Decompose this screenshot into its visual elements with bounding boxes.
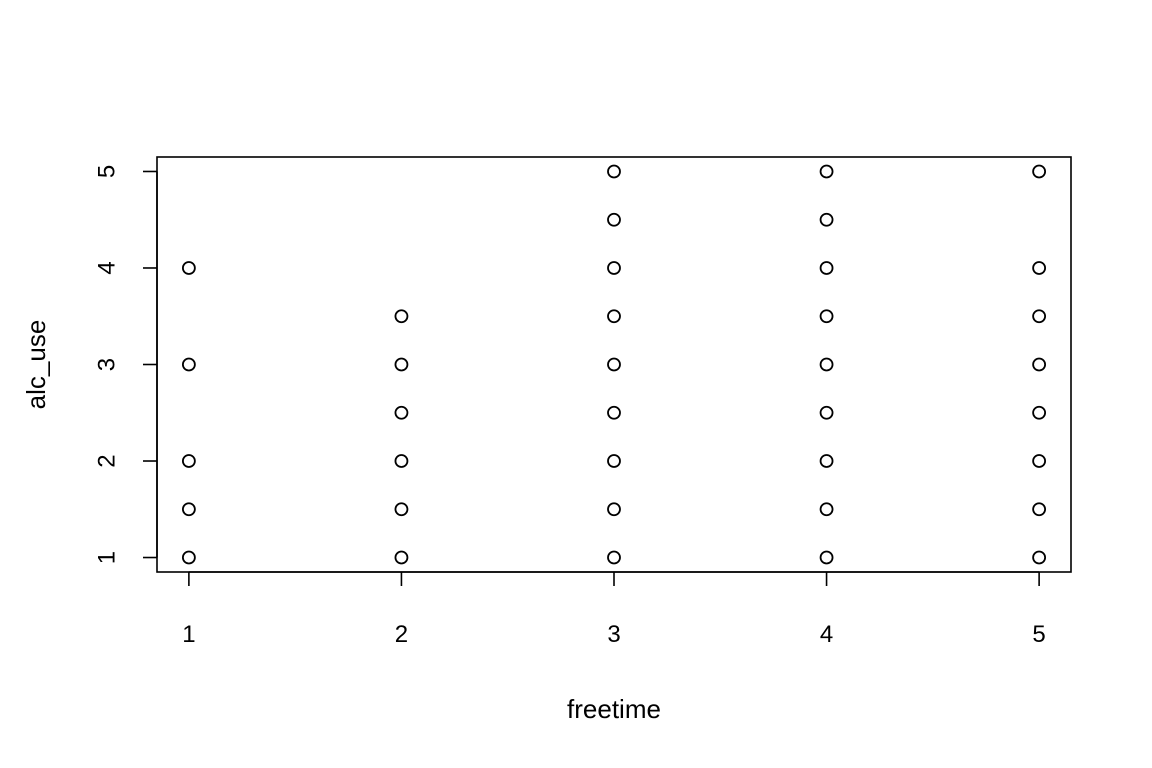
y-tick-label: 3 [94, 358, 121, 371]
data-point [1032, 454, 1047, 468]
data-point [394, 357, 409, 372]
data-point [607, 405, 621, 420]
x-tick-label: 3 [607, 621, 620, 648]
data-point [394, 454, 409, 468]
x-tick-label: 1 [182, 621, 195, 648]
x-tick-label: 2 [395, 621, 408, 648]
data-point [1032, 550, 1047, 565]
y-tick-label: 4 [94, 261, 121, 274]
x-tick-label: 5 [1032, 621, 1045, 648]
data-point [607, 357, 621, 372]
data-point [607, 164, 621, 179]
data-point [1032, 261, 1047, 275]
data-point [607, 502, 621, 517]
data-point [1032, 309, 1047, 324]
x-axis-title: freetime [567, 694, 661, 724]
data-point [819, 309, 834, 324]
x-axis: 1 2 3 4 5 [182, 571, 1046, 648]
data-point [607, 550, 621, 565]
data-point [1032, 405, 1047, 420]
data-point [1032, 164, 1047, 179]
data-point [819, 261, 834, 275]
data-point [607, 261, 621, 275]
data-point [181, 261, 196, 275]
data-point [819, 405, 834, 420]
data-point [1032, 357, 1047, 372]
data-point [819, 357, 834, 372]
data-point [607, 309, 621, 324]
data-point [819, 164, 834, 179]
data-point [181, 502, 196, 517]
y-tick-label: 1 [94, 551, 121, 564]
data-point [394, 550, 409, 565]
data-point [819, 454, 834, 468]
data-point [394, 309, 409, 324]
y-tick-label: 5 [94, 165, 121, 178]
data-point [394, 405, 409, 420]
data-point [181, 550, 196, 565]
data-point [181, 454, 196, 468]
data-point [607, 454, 621, 468]
data-point [819, 550, 834, 565]
data-point [394, 502, 409, 517]
data-point [607, 212, 621, 227]
y-axis: 1 2 3 4 5 [94, 165, 158, 564]
x-tick-label: 4 [820, 621, 833, 648]
data-point [819, 502, 834, 517]
points-layer [181, 164, 1047, 565]
data-point [819, 212, 834, 227]
y-tick-label: 2 [94, 454, 121, 467]
data-point [181, 357, 196, 372]
y-axis-title: alc_use [21, 320, 51, 410]
data-point [1032, 502, 1047, 517]
